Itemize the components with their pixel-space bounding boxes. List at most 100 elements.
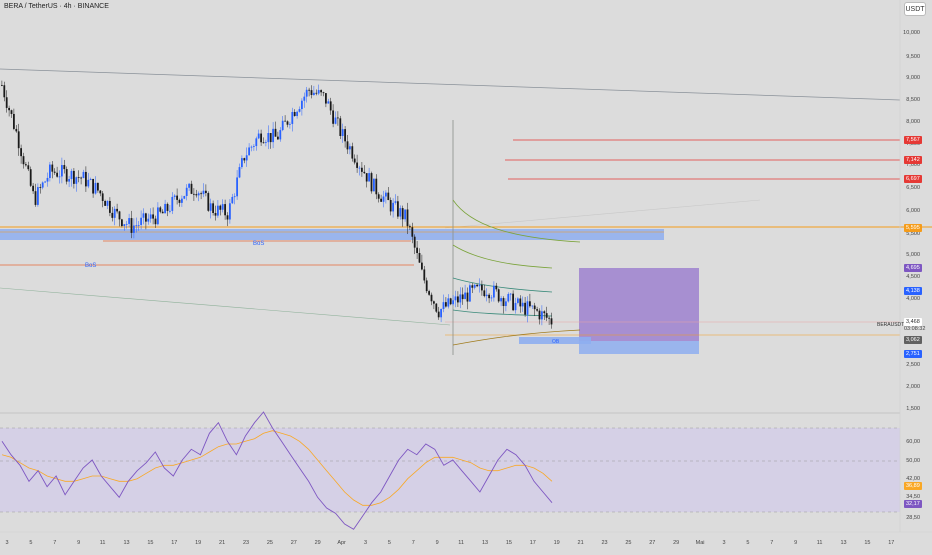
candle (154, 218, 157, 225)
candle (406, 209, 409, 227)
candle (209, 203, 212, 211)
time-tick-label: 3 (722, 540, 725, 546)
time-tick-label: 11 (817, 540, 823, 546)
candle (389, 200, 392, 212)
candle (452, 300, 454, 305)
lower-trendline[interactable] (0, 287, 451, 326)
candle (219, 205, 222, 210)
candle (101, 193, 104, 201)
candle (147, 218, 150, 222)
candle (277, 136, 279, 140)
rsi-axis[interactable]: 60,00 50,00 42,00 34,50 28,50 (906, 439, 920, 521)
rsi-tick-label: 50,00 (906, 458, 920, 464)
fan-curve-1 (452, 199, 581, 243)
time-tick-label: 7 (412, 540, 415, 546)
candle (296, 111, 298, 117)
candle (476, 284, 478, 287)
candle (517, 298, 519, 303)
faint-trendline (444, 199, 761, 229)
candle (164, 203, 166, 214)
candle (65, 169, 68, 182)
candle (332, 110, 334, 124)
candle (92, 178, 94, 194)
candle (183, 196, 186, 199)
currency-button[interactable]: USDT (904, 2, 926, 16)
candle (133, 225, 135, 233)
time-tick-label: Mai (696, 540, 705, 546)
time-tick-label: 21 (219, 540, 225, 546)
candle (123, 224, 126, 226)
candle (543, 311, 546, 314)
candle (293, 112, 296, 117)
lower-target-zone[interactable] (579, 341, 699, 354)
candle (531, 305, 534, 307)
candle (104, 200, 106, 206)
support-zone[interactable] (0, 229, 664, 240)
rsi-line[interactable] (1, 411, 553, 530)
price-tick-label: 10,000 (903, 30, 920, 36)
candle (418, 253, 421, 263)
candle (212, 203, 214, 213)
candle (200, 193, 202, 195)
price-axis[interactable]: 10,000 9,500 9,000 8,500 8,000 7,500 7,000 6,50… (903, 30, 920, 412)
time-tick-label: 7 (770, 540, 773, 546)
candle (373, 178, 375, 192)
candle (481, 284, 483, 291)
candle (425, 280, 428, 292)
candle (188, 183, 190, 188)
candle (171, 196, 174, 211)
candle (548, 317, 550, 319)
ob-zone[interactable] (519, 337, 591, 344)
candle (195, 194, 198, 196)
candle (435, 303, 438, 312)
candle (82, 171, 85, 179)
candle (29, 169, 32, 186)
candle (1, 85, 3, 86)
candle (315, 92, 318, 94)
candle (334, 117, 337, 124)
time-tick-label: 15 (864, 540, 870, 546)
candle (409, 226, 411, 228)
candle (385, 192, 387, 197)
time-axis[interactable]: 3 5 7 9 11 13 15 17 19 21 23 25 27 29 Apr 3 5 7 9 11 13 15 17 1… (5, 540, 894, 546)
price-level-tag: 4,138 (904, 287, 922, 295)
candle (121, 219, 123, 226)
candle (397, 201, 399, 217)
time-tick-label: 13 (840, 540, 846, 546)
candle (399, 208, 402, 217)
price-tick-label: 5,500 (906, 231, 920, 237)
rsi-tick-label: 42,00 (906, 476, 920, 482)
candle (461, 294, 464, 300)
upper-trendline[interactable] (0, 68, 901, 101)
rsi-ma-line[interactable] (1, 430, 553, 506)
candle (152, 214, 154, 219)
candle (145, 213, 147, 222)
target-zone[interactable] (579, 268, 699, 341)
candle (380, 198, 382, 202)
candle (308, 89, 310, 91)
candle (529, 301, 531, 307)
candle (533, 305, 536, 310)
candle (181, 198, 183, 203)
candle (27, 165, 30, 170)
candle (214, 212, 217, 216)
candle (469, 285, 471, 302)
candle (541, 311, 543, 320)
candle (493, 285, 495, 298)
candle (464, 292, 466, 300)
candle (157, 207, 159, 225)
candle (255, 138, 258, 147)
chart-title: BERA / TetherUS · 4h · BINANCE (4, 3, 109, 10)
price-level-tag: 6,697 (904, 175, 922, 183)
candle (109, 200, 111, 213)
price-level-tag: 4,695 (904, 264, 922, 272)
candle (502, 298, 505, 307)
time-tick-label: 13 (123, 540, 129, 546)
ob-label: OB (552, 339, 560, 345)
candle (526, 301, 529, 315)
time-tick-label: 17 (171, 540, 177, 546)
candlestick-series[interactable] (1, 80, 553, 329)
price-level-tag: 2,751 (904, 350, 922, 358)
